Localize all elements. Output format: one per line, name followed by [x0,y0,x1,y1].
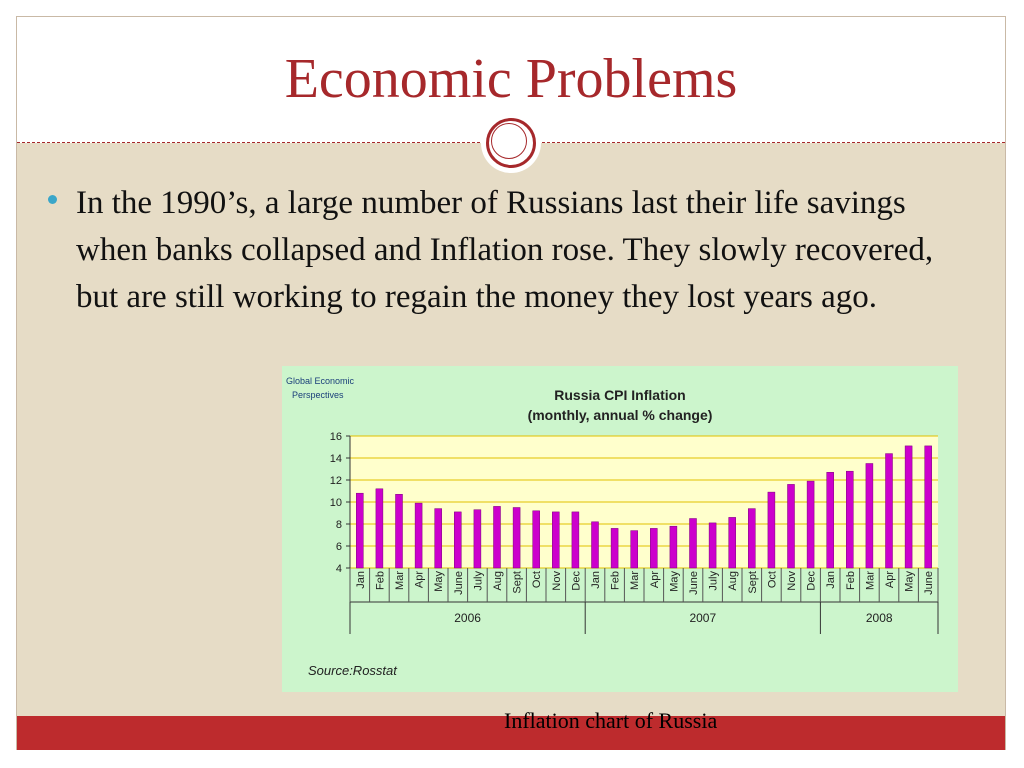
category-label: June [688,571,700,595]
chart-plot: 4 6 8 10 12 14 16 Jan Feb Mar Apr May June July Aug Sep… [330,431,939,634]
bar [610,528,619,569]
bullet-text: In the 1990’s, a large number of Russian… [76,185,934,315]
bar [806,480,815,569]
bar [708,522,717,569]
bar [767,491,776,569]
category-label: July [472,571,484,591]
bar [826,472,834,569]
bar [924,445,932,569]
category-label: Mar [629,571,641,590]
bar [591,521,599,569]
category-label: Jan [590,571,602,589]
chart-svg: Global Economic Perspectives Russia CPI I… [286,376,939,678]
category-label: Aug [492,571,504,591]
category-label: Feb [374,571,386,590]
bar [356,492,364,569]
category-label: May [433,571,445,592]
category-label: Sept [747,571,759,594]
chart-logo-line: Perspectives [292,390,344,400]
category-label: Feb [610,571,622,590]
bar [846,470,854,569]
category-label: Apr [649,571,661,588]
category-label: Apr [414,571,426,588]
y-tick-label: 14 [330,453,342,465]
bar [512,507,521,569]
bar [493,506,501,569]
category-label: Jan [825,571,837,589]
category-label: Dec [570,571,582,591]
chart-caption: Inflation chart of Russia [504,708,718,733]
bar [885,453,893,569]
bar [454,511,462,569]
y-tick-label: 8 [336,519,342,531]
category-label: June [923,571,935,595]
category-label: Aug [727,571,739,591]
category-label: Feb [845,571,857,590]
chart-source: Source:Rosstat [308,663,398,678]
y-tick-label: 12 [330,475,342,487]
y-tick-label: 16 [330,431,342,443]
category-label: Sept [512,571,524,594]
bar [532,510,540,569]
y-tick-label: 6 [336,541,342,553]
category-label: July [708,571,720,591]
bar [630,530,638,569]
bullet-icon [48,195,57,204]
bar [375,488,384,569]
year-label: 2006 [454,611,481,625]
category-label: Oct [531,571,543,588]
bar [904,445,913,569]
category-label: Dec [806,571,818,591]
category-label: Mar [394,571,406,590]
category-label: Oct [766,571,778,588]
bar [571,511,580,569]
bar [650,528,658,569]
ornament-inner-ring [491,123,527,159]
chart-subtitle: (monthly, annual % change) [528,407,713,423]
bar [473,509,482,569]
chart-logo: Global Economic Perspectives [286,376,355,400]
category-label: June [453,571,465,595]
category-label: May [904,571,916,592]
bar [865,463,874,569]
inflation-chart: Global Economic Perspectives Russia CPI I… [282,366,958,692]
year-label: 2008 [866,611,893,625]
footer-bar [17,716,1005,750]
bar [748,508,756,569]
category-label: Nov [551,571,563,591]
year-label: 2007 [689,611,716,625]
chart-logo-line: Global Economic [286,376,355,386]
bar [395,494,403,569]
slide-title: Economic Problems [284,48,738,110]
bar [434,508,442,569]
bar [728,517,736,569]
y-tick-label: 10 [330,497,342,509]
category-label: Jan [355,571,367,589]
category-label: Apr [884,571,896,588]
ornament-outer-ring [486,118,536,168]
y-tick-label: 4 [336,563,342,575]
category-label: Nov [786,571,798,591]
chart-title: Russia CPI Inflation [554,387,685,403]
bar [689,518,697,569]
category-label: May [668,571,680,592]
category-label: Mar [864,571,876,590]
bar [552,511,560,569]
bar [414,502,423,569]
bar [787,484,795,569]
circle-ornament-icon [481,113,541,173]
bar [669,525,678,569]
